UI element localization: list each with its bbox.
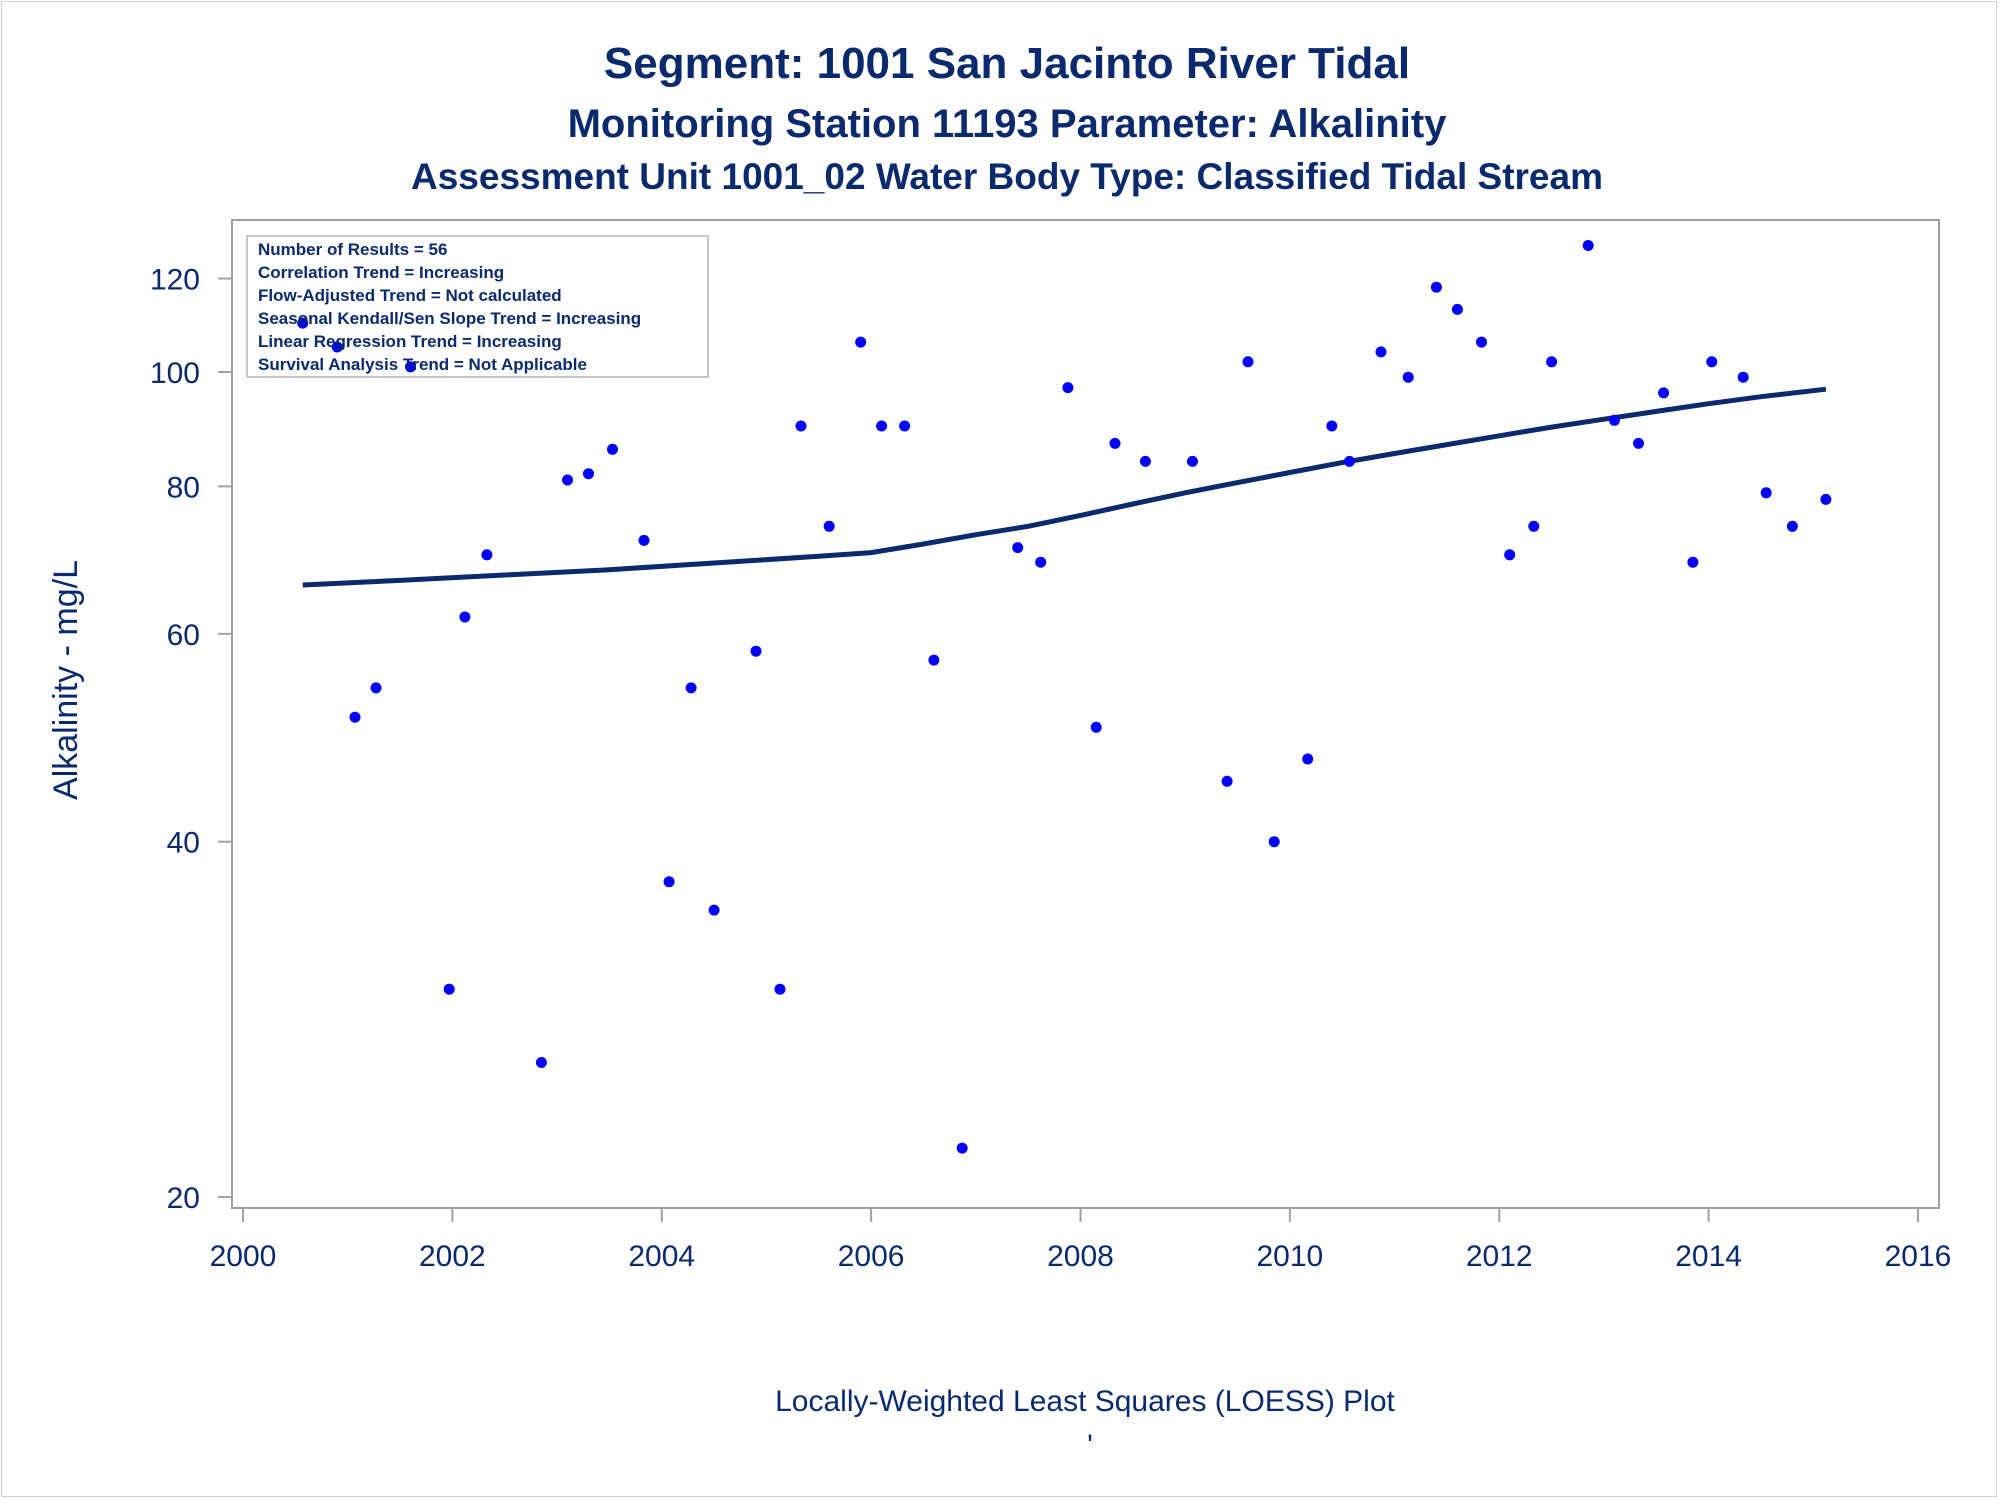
x-tick-label: 2012 xyxy=(1466,1240,1533,1273)
data-point xyxy=(1706,356,1718,368)
x-tick-label: 2004 xyxy=(628,1240,695,1273)
data-point xyxy=(638,534,650,546)
data-point xyxy=(1476,336,1487,348)
data-point xyxy=(956,1142,968,1154)
data-point xyxy=(708,904,720,916)
y-tick-label: 80 xyxy=(167,471,200,504)
data-point xyxy=(1608,414,1620,426)
data-point xyxy=(297,317,309,329)
data-point xyxy=(1786,520,1798,532)
data-point xyxy=(685,682,697,694)
data-point xyxy=(774,983,786,995)
stats-line-flow-adjusted: Flow-Adjusted Trend = Not calculated xyxy=(258,286,562,305)
data-point xyxy=(459,611,471,623)
stats-box: Number of Results = 56 Correlation Trend… xyxy=(246,235,709,378)
data-point xyxy=(481,549,493,561)
y-tick-label: 100 xyxy=(150,357,200,390)
data-point xyxy=(1760,487,1772,499)
y-tick-label: 60 xyxy=(167,619,200,652)
data-point xyxy=(1402,371,1414,383)
stats-line-seasonal-kendall: Seasonal Kendall/Sen Slope Trend = Incre… xyxy=(258,309,641,328)
data-point xyxy=(1820,493,1832,505)
stats-line-correlation: Correlation Trend = Increasing xyxy=(258,263,504,282)
data-point xyxy=(331,341,343,353)
data-point xyxy=(1221,775,1233,787)
data-point xyxy=(1633,437,1644,449)
x-tick-label: 2002 xyxy=(419,1240,486,1273)
y-tick-label: 40 xyxy=(167,827,200,860)
data-points xyxy=(297,240,1832,1154)
data-point xyxy=(1546,356,1558,368)
data-point xyxy=(349,711,361,723)
data-point xyxy=(663,876,675,888)
data-point xyxy=(750,645,762,657)
data-point xyxy=(1326,420,1338,432)
data-point xyxy=(1109,437,1121,449)
data-point xyxy=(876,420,888,432)
data-point xyxy=(535,1057,547,1068)
data-point xyxy=(1090,721,1102,733)
stats-line-linear-regression: Linear Regression Trend = Increasing xyxy=(258,332,562,351)
footnote-mark: ' xyxy=(1087,1429,1093,1462)
data-point xyxy=(1658,387,1670,399)
data-point xyxy=(1737,371,1749,383)
data-point xyxy=(583,468,594,480)
data-point xyxy=(562,474,573,486)
chart-subtitle: Monitoring Station 11193 Parameter: Alka… xyxy=(568,102,1448,146)
data-point xyxy=(1430,281,1442,293)
x-tick-label: 2014 xyxy=(1675,1240,1742,1273)
data-point xyxy=(1451,303,1463,315)
data-point xyxy=(370,682,382,694)
data-point xyxy=(1582,240,1594,251)
data-point xyxy=(1035,556,1047,568)
data-point xyxy=(1187,455,1198,467)
data-point xyxy=(1375,346,1387,358)
data-point xyxy=(1344,455,1355,467)
x-tick-label: 2000 xyxy=(210,1240,277,1273)
x-tick-label: 2016 xyxy=(1885,1240,1952,1273)
x-tick-label: 2006 xyxy=(838,1240,905,1273)
data-point xyxy=(1687,556,1699,568)
footnote: Locally-Weighted Least Squares (LOESS) P… xyxy=(775,1385,1395,1418)
y-axis-label: Alkalinity - mg/L xyxy=(47,560,85,800)
x-tick-label: 2010 xyxy=(1257,1240,1324,1273)
data-point xyxy=(1504,549,1516,561)
data-point xyxy=(1528,520,1540,532)
x-tick-label: 2008 xyxy=(1047,1240,1114,1273)
plot-area xyxy=(231,219,1940,1209)
stats-line-survival: Survival Analysis Trend = Not Applicable xyxy=(258,355,587,374)
data-point xyxy=(823,520,835,532)
loess-line xyxy=(302,386,1827,588)
data-point xyxy=(928,654,940,666)
y-tick-label: 20 xyxy=(167,1182,200,1215)
stats-line-results: Number of Results = 56 xyxy=(258,240,447,259)
y-tick-label: 120 xyxy=(150,264,200,297)
data-point xyxy=(1268,836,1280,848)
data-point xyxy=(1242,356,1254,368)
data-point xyxy=(855,336,867,348)
data-point xyxy=(1062,382,1074,394)
data-point xyxy=(443,983,455,995)
data-point xyxy=(405,361,416,373)
chart-title: Segment: 1001 San Jacinto River Tidal xyxy=(604,39,1410,88)
data-point xyxy=(899,420,911,432)
data-point xyxy=(1139,455,1151,467)
data-point xyxy=(1012,542,1024,554)
data-point xyxy=(607,443,618,455)
stats-box-border xyxy=(246,235,709,378)
data-point xyxy=(1302,753,1314,765)
y-axis: 20 40 60 80 100 120 xyxy=(150,264,232,1215)
chart-subtitle-2: Assessment Unit 1001_02 Water Body Type:… xyxy=(411,156,1603,197)
data-point xyxy=(795,420,807,432)
x-axis: 2000 2002 2004 2006 2008 2010 2012 2014 2016 xyxy=(210,1208,1952,1273)
